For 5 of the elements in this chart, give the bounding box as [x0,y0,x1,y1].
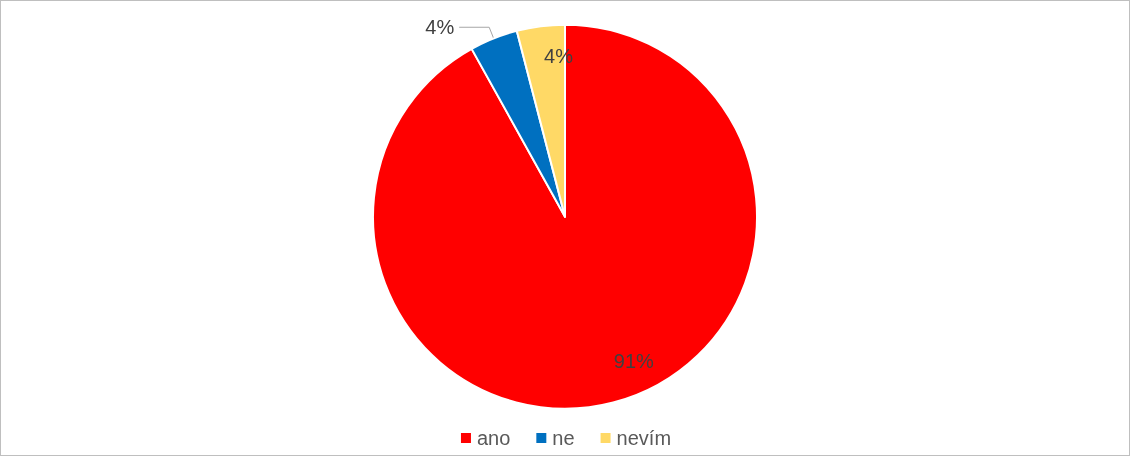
legend-label: nevím [616,427,672,449]
data-label: 4% [425,16,455,39]
legend-label: ne [552,427,575,449]
data-label: 91% [613,350,655,373]
legend-label: ano [476,427,511,449]
